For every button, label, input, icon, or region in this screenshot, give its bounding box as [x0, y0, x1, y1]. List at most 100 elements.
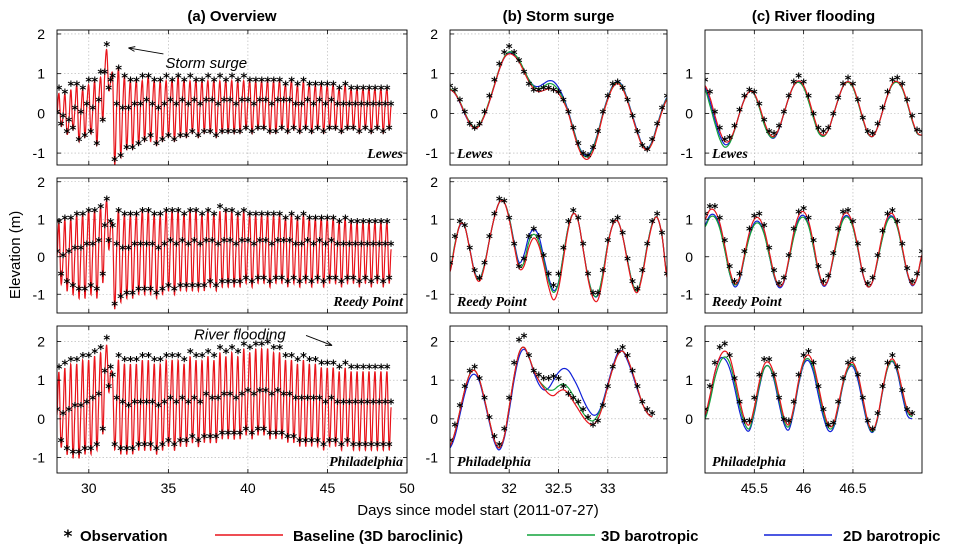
- y-tick-label: 1: [685, 211, 693, 227]
- observation-point: *: [340, 240, 347, 255]
- observation-point: *: [105, 236, 112, 251]
- observation-point: *: [374, 273, 381, 288]
- observation-point: *: [741, 417, 748, 432]
- observation-point: *: [380, 277, 387, 292]
- observation-point: *: [310, 99, 317, 114]
- observation-point: *: [350, 440, 357, 455]
- observation-point: *: [245, 386, 252, 401]
- observation-point: *: [726, 351, 733, 366]
- annotation-arrow: [305, 334, 333, 346]
- y-tick-label: 1: [430, 372, 438, 388]
- observation-point: *: [358, 240, 365, 255]
- observation-point: *: [91, 347, 98, 362]
- observation-point: *: [149, 240, 156, 255]
- observation-point: *: [215, 240, 222, 255]
- observation-point: *: [169, 206, 176, 221]
- observation-point: *: [810, 359, 817, 374]
- station-label: Lewes: [366, 147, 403, 162]
- observation-point: *: [125, 401, 132, 416]
- observation-point: *: [649, 217, 656, 232]
- observation-point: *: [869, 424, 876, 439]
- series-line-baseline: [57, 344, 392, 459]
- observation-point: *: [111, 440, 118, 455]
- observation-point: *: [153, 288, 160, 303]
- observation-point: *: [800, 351, 807, 366]
- observation-point: *: [302, 123, 309, 138]
- observation-point: *: [68, 355, 75, 370]
- observation-point: *: [213, 131, 220, 146]
- observation-point: *: [145, 72, 152, 87]
- observation-point: *: [123, 143, 130, 158]
- observation-point: *: [121, 355, 128, 370]
- observation-point: *: [649, 409, 656, 424]
- observation-point: *: [919, 247, 926, 262]
- observation-point: *: [137, 240, 144, 255]
- observation-point: *: [360, 217, 367, 232]
- observation-point: *: [147, 285, 154, 300]
- observation-point: *: [771, 266, 778, 281]
- observation-point: *: [644, 240, 651, 255]
- observation-point: *: [530, 225, 537, 240]
- observation-point: *: [328, 95, 335, 110]
- observation-point: *: [111, 300, 118, 315]
- observation-point: *: [83, 397, 90, 412]
- x-tick-label: 40: [240, 480, 256, 496]
- observation-point: *: [332, 436, 339, 451]
- observation-point: *: [83, 99, 90, 114]
- observation-point: *: [565, 217, 572, 232]
- observation-point: *: [56, 217, 63, 232]
- observation-point: *: [580, 405, 587, 420]
- observation-point: *: [815, 123, 822, 138]
- observation-point: *: [163, 351, 170, 366]
- observation-point: *: [320, 440, 327, 455]
- observation-point: *: [456, 95, 463, 110]
- observation-point: *: [133, 210, 140, 225]
- observation-point: *: [205, 206, 212, 221]
- observation-point: *: [189, 281, 196, 296]
- observation-point: *: [191, 95, 198, 110]
- observation-point: *: [270, 76, 277, 91]
- x-tick-label: 50: [399, 480, 415, 496]
- observation-point: *: [276, 76, 283, 91]
- observation-point: *: [260, 123, 267, 138]
- observation-point: *: [731, 374, 738, 389]
- observation-point: *: [382, 240, 389, 255]
- observation-point: *: [654, 210, 661, 225]
- observation-point: *: [766, 355, 773, 370]
- observation-point: *: [70, 448, 77, 463]
- observation-point: *: [358, 397, 365, 412]
- observation-point: *: [203, 390, 210, 405]
- legend-item-barotropic3d: 3D barotropic: [527, 528, 699, 545]
- observation-point: *: [516, 56, 523, 71]
- observation-point: *: [711, 107, 718, 122]
- observation-point: *: [181, 76, 188, 91]
- observation-point: *: [159, 440, 166, 455]
- observation-point: *: [250, 390, 257, 405]
- observation-point: *: [173, 99, 180, 114]
- observation-point: *: [864, 279, 871, 294]
- observation-point: *: [340, 397, 347, 412]
- observation-point: *: [585, 151, 592, 166]
- panel-title: (a) Overview: [187, 8, 277, 25]
- observation-point: *: [268, 390, 275, 405]
- observation-point: *: [707, 382, 714, 397]
- observation-point: *: [362, 440, 369, 455]
- observation-point: *: [869, 129, 876, 144]
- observation-point: *: [328, 236, 335, 251]
- observation-point: *: [314, 436, 321, 451]
- observation-point: *: [324, 213, 331, 228]
- observation-point: *: [179, 394, 186, 409]
- observation-point: *: [203, 236, 210, 251]
- observation-point: *: [95, 390, 102, 405]
- y-tick-label: 0: [37, 411, 45, 427]
- y-tick-label: -1: [33, 286, 46, 302]
- observation-point: *: [147, 131, 154, 146]
- observation-point: *: [835, 397, 842, 412]
- observation-point: *: [113, 240, 120, 255]
- observation-point: *: [292, 99, 299, 114]
- observation-point: *: [268, 240, 275, 255]
- observation-point: *: [629, 111, 636, 126]
- observation-point: *: [223, 347, 230, 362]
- observation-point: *: [751, 88, 758, 103]
- observation-point: *: [129, 143, 136, 158]
